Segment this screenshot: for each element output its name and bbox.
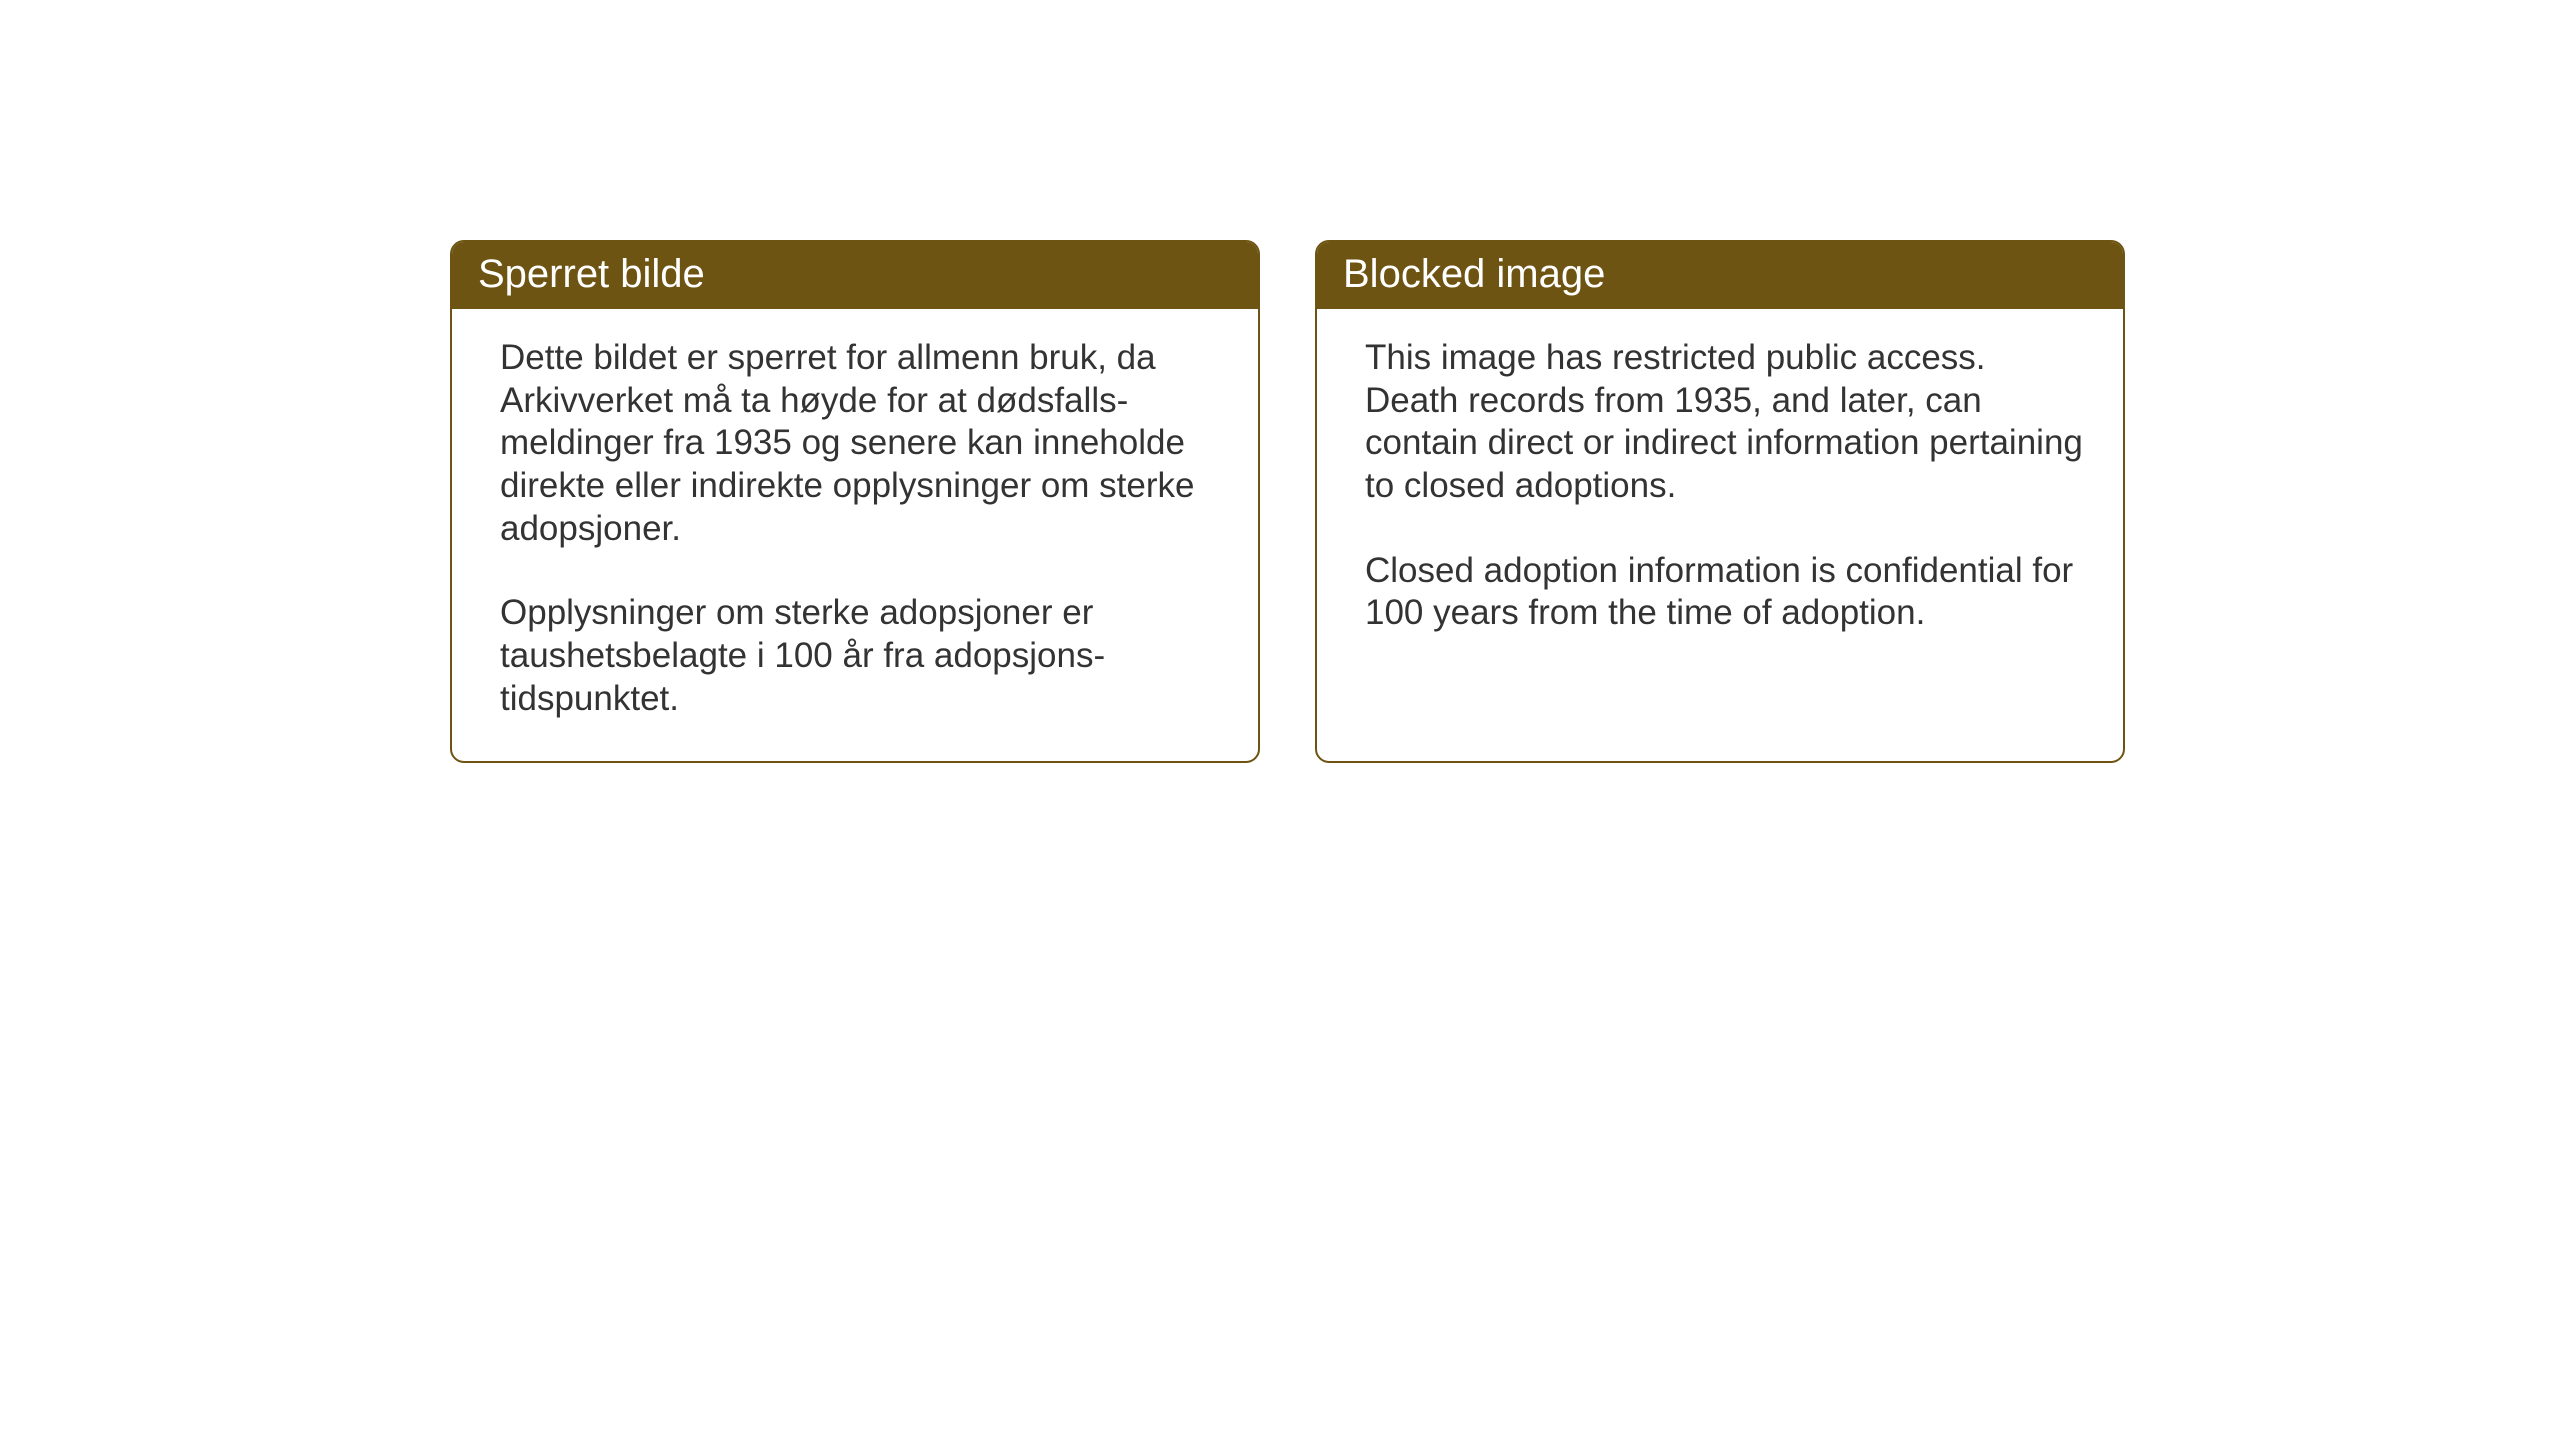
card-title: Sperret bilde	[478, 252, 705, 296]
notice-cards-container: Sperret bilde Dette bildet er sperret fo…	[450, 240, 2560, 763]
card-header-english: Blocked image	[1317, 242, 2123, 309]
card-paragraph: Closed adoption information is confident…	[1365, 550, 2083, 635]
card-title: Blocked image	[1343, 252, 1605, 296]
card-header-norwegian: Sperret bilde	[452, 242, 1258, 309]
card-paragraph: Opplysninger om sterke adopsjoner er tau…	[500, 592, 1218, 720]
notice-card-norwegian: Sperret bilde Dette bildet er sperret fo…	[450, 240, 1260, 763]
card-paragraph: This image has restricted public access.…	[1365, 337, 2083, 508]
card-body-english: This image has restricted public access.…	[1317, 309, 2123, 757]
card-paragraph: Dette bildet er sperret for allmenn bruk…	[500, 337, 1218, 550]
card-body-norwegian: Dette bildet er sperret for allmenn bruk…	[452, 309, 1258, 761]
notice-card-english: Blocked image This image has restricted …	[1315, 240, 2125, 763]
